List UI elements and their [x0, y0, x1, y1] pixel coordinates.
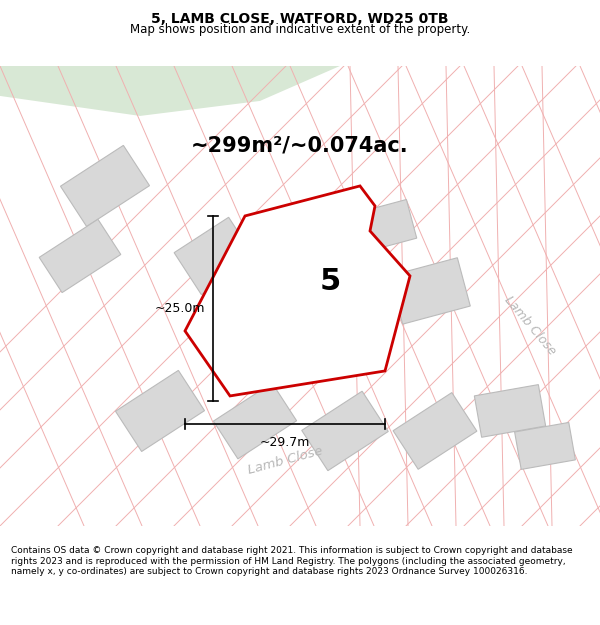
- Polygon shape: [174, 217, 256, 294]
- Text: Contains OS data © Crown copyright and database right 2021. This information is : Contains OS data © Crown copyright and d…: [11, 546, 572, 576]
- Polygon shape: [0, 66, 340, 116]
- Polygon shape: [214, 288, 296, 364]
- Polygon shape: [302, 391, 388, 471]
- Text: ~29.7m: ~29.7m: [260, 436, 310, 449]
- Polygon shape: [185, 186, 410, 396]
- Polygon shape: [61, 146, 149, 226]
- Polygon shape: [390, 258, 470, 324]
- Text: 5: 5: [319, 267, 341, 296]
- Polygon shape: [353, 199, 417, 252]
- Polygon shape: [475, 384, 545, 438]
- Polygon shape: [393, 392, 477, 469]
- Polygon shape: [515, 422, 575, 469]
- Polygon shape: [115, 371, 205, 451]
- Text: ~299m²/~0.074ac.: ~299m²/~0.074ac.: [191, 136, 409, 156]
- Text: Map shows position and indicative extent of the property.: Map shows position and indicative extent…: [130, 23, 470, 36]
- Polygon shape: [214, 383, 296, 459]
- Text: ~25.0m: ~25.0m: [155, 302, 205, 315]
- Text: 5, LAMB CLOSE, WATFORD, WD25 0TB: 5, LAMB CLOSE, WATFORD, WD25 0TB: [151, 12, 449, 26]
- Text: Lamb Close: Lamb Close: [502, 294, 559, 358]
- Text: Lamb Close: Lamb Close: [246, 445, 324, 477]
- Polygon shape: [39, 219, 121, 292]
